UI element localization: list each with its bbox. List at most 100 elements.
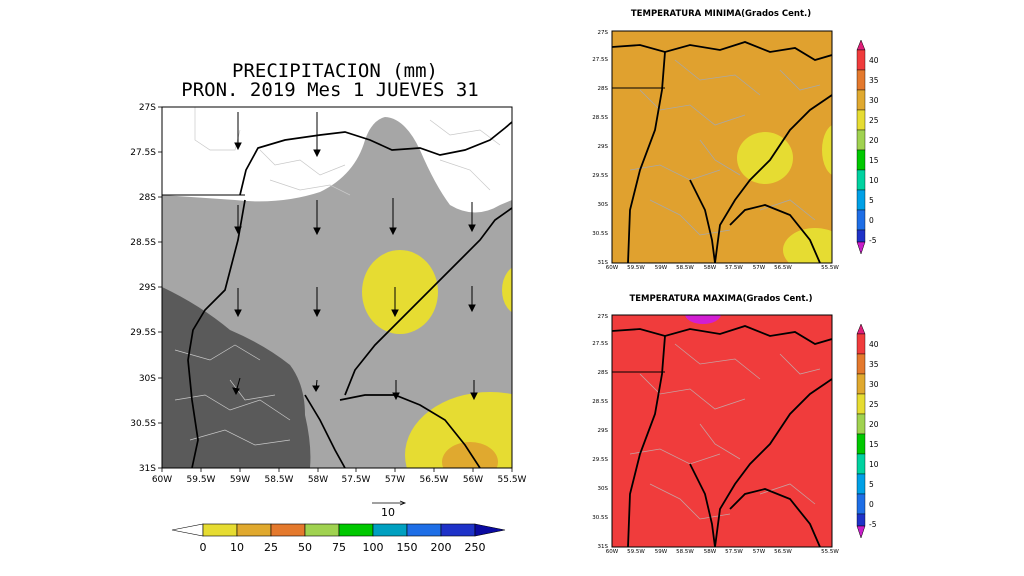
tmax-colorbar: 40 35 30 25 20 15 10 5 0 -5 (856, 323, 879, 539)
colorbar-high-arrow (474, 523, 506, 537)
lat-label: 31S (139, 464, 156, 474)
lon-label: 55.5W (821, 265, 839, 271)
precip-subtitle: PRON. 2019 Mes 1 JUEVES 31 (181, 79, 478, 101)
colorbar-swatch (856, 373, 866, 395)
wind-arrow (470, 380, 478, 401)
colorbar-swatch (856, 333, 866, 355)
tmin-yellow-south (783, 228, 832, 263)
colorbar-swatch (338, 523, 374, 537)
wind-arrow (392, 380, 400, 401)
colorbar-swatch (202, 523, 238, 537)
lon-label: 58W (308, 475, 328, 485)
colorbar-label: 20 (869, 136, 879, 145)
lat-label: 29.5S (592, 457, 608, 463)
lat-label: 29S (139, 283, 156, 293)
colorbar-swatch (856, 129, 866, 151)
wind-scale-arrowhead (399, 500, 407, 506)
colorbar-label: -5 (869, 236, 877, 245)
lon-label: 60W (606, 549, 619, 555)
lat-label: 29.5S (130, 328, 156, 338)
colorbar-label: 30 (869, 96, 879, 105)
precip-admin-boundaries (174, 107, 501, 446)
colorbar-swatch (270, 523, 306, 537)
lon-label: 56.5W (774, 549, 792, 555)
colorbar-label: 75 (332, 541, 346, 554)
colorbar-swatch (406, 523, 442, 537)
lon-label: 56.5W (774, 265, 792, 271)
lat-label: 30S (598, 202, 609, 208)
precip-title: PRECIPITACION (mm) (232, 60, 438, 82)
colorbar-low-arrow (171, 523, 204, 537)
precip-yellow-blob (362, 250, 438, 334)
colorbar-label: 10 (869, 176, 879, 185)
colorbar-high-arrow (856, 323, 866, 335)
lat-label: 28.5S (130, 238, 156, 248)
precip-field (162, 107, 512, 468)
wind-scale-label: 10 (381, 506, 395, 519)
colorbar-label: 150 (397, 541, 418, 554)
colorbar-swatch (304, 523, 340, 537)
precipitation-map: PRECIPITACION (mm) PRON. 2019 Mes 1 JUEV… (130, 60, 527, 554)
lat-label: 31S (598, 544, 609, 550)
lon-label: 57W (753, 549, 766, 555)
colorbar-label: 25 (869, 400, 879, 409)
wind-arrow (313, 112, 321, 158)
wind-arrow (312, 379, 320, 392)
colorbar-swatch (372, 523, 408, 537)
lon-label: 58.5W (676, 265, 694, 271)
tmin-field (612, 31, 832, 263)
lon-label: 58W (704, 265, 717, 271)
tmin-borders (612, 41, 832, 263)
tmin-lon-labels: 60W 59.5W 59W 58.5W 58W 57.5W 57W 56.5W … (606, 265, 840, 271)
precip-frame (161, 106, 513, 469)
precip-orange-spot (442, 442, 498, 468)
wind-arrows (232, 112, 478, 401)
colorbar-label: 40 (869, 56, 879, 65)
colorbar-label: 5 (869, 480, 874, 489)
colorbar-swatch (236, 523, 272, 537)
lon-label: 57W (753, 265, 766, 271)
colorbar-label: 15 (869, 440, 879, 449)
lat-label: 28S (598, 370, 609, 376)
tmin-title: TEMPERATURA MINIMA(Grados Cent.) (631, 9, 811, 19)
tmax-borders (612, 325, 832, 547)
colorbar-swatch (856, 513, 866, 527)
tmin-yellow-edge (822, 125, 832, 175)
colorbar-swatch (856, 353, 866, 375)
lat-label: 30S (139, 374, 156, 384)
tmin-frame (611, 30, 833, 264)
colorbar-label: -5 (869, 520, 877, 529)
wind-arrow (313, 287, 321, 318)
tmax-title: TEMPERATURA MAXIMA(Grados Cent.) (629, 294, 812, 304)
lat-label: 27.5S (130, 148, 156, 158)
colorbar-label: 50 (298, 541, 312, 554)
lat-label: 29S (598, 144, 609, 150)
precip-dark-gray-area (162, 287, 311, 468)
precip-borders (187, 121, 512, 468)
colorbar-label: 0 (869, 500, 874, 509)
lon-label: 57.5W (342, 475, 371, 485)
lat-label: 28.5S (592, 115, 608, 121)
precip-yellow-edge (502, 267, 512, 313)
colorbar-swatch (856, 433, 866, 455)
wind-arrow (313, 200, 321, 236)
colorbar-label: 10 (230, 541, 244, 554)
lat-label: 29S (598, 428, 609, 434)
lat-label: 27S (598, 314, 609, 320)
lat-label: 30.5S (592, 515, 608, 521)
tmax-lon-labels: 60W 59.5W 59W 58.5W 58W 57.5W 57W 56.5W … (606, 549, 840, 555)
colorbar-swatch (856, 69, 866, 91)
lon-label: 58.5W (265, 475, 294, 485)
lon-label: 55.5W (498, 475, 527, 485)
tmax-lat-labels: 27S 27.5S 28S 28.5S 29S 29.5S 30S 30.5S … (592, 314, 608, 550)
wind-arrow (391, 287, 399, 318)
lon-label: 55.5W (821, 549, 839, 555)
colorbar-swatch (856, 493, 866, 515)
lon-label: 59.5W (187, 475, 216, 485)
colorbar-label: 25 (869, 116, 879, 125)
colorbar-swatch (856, 49, 866, 71)
lat-label: 30.5S (130, 419, 156, 429)
lat-label: 28.5S (592, 399, 608, 405)
tmin-yellow-patch (737, 132, 793, 184)
